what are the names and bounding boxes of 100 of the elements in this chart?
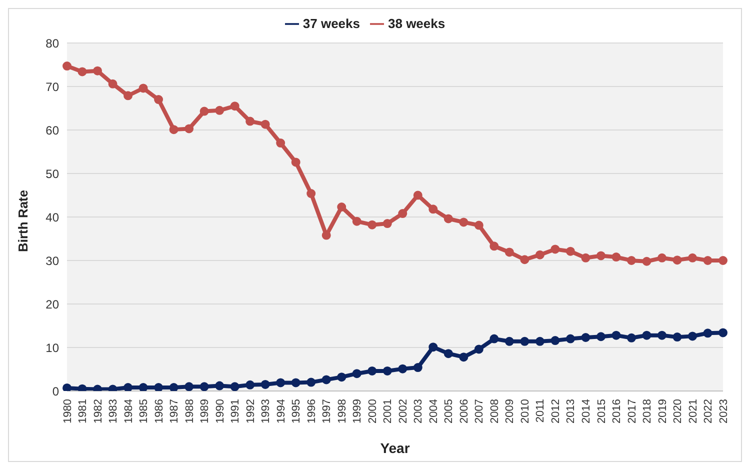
point — [124, 383, 133, 391]
point — [368, 220, 377, 230]
point — [688, 332, 697, 341]
point — [154, 383, 164, 391]
point — [322, 375, 331, 384]
point — [550, 244, 560, 254]
x-tick-label: 2012 — [550, 399, 562, 424]
x-tick-label: 1988 — [184, 399, 196, 424]
point — [138, 84, 148, 93]
point — [642, 256, 652, 266]
point — [490, 334, 499, 344]
x-tick-label: 1982 — [92, 399, 104, 424]
point — [200, 106, 209, 116]
point — [352, 369, 362, 378]
x-tick-label: 1995 — [290, 399, 303, 424]
x-tick-label: 1987 — [168, 399, 181, 424]
point — [169, 125, 178, 134]
point — [474, 344, 484, 354]
point — [230, 102, 240, 111]
x-tick-label: 2003 — [412, 399, 425, 424]
y-tick-label: 80 — [46, 36, 60, 50]
point — [382, 366, 392, 376]
y-tick-label: 10 — [46, 340, 60, 355]
point — [703, 256, 712, 265]
point — [169, 383, 178, 391]
x-tick-label: 2016 — [611, 399, 624, 424]
x-tick-label: 1981 — [77, 399, 90, 424]
y-tick-label: 50 — [46, 166, 60, 181]
x-tick-label: 2017 — [626, 399, 638, 424]
point — [337, 372, 346, 382]
point — [428, 204, 438, 214]
point — [246, 116, 255, 126]
point — [596, 332, 606, 342]
point — [154, 95, 164, 104]
point — [200, 382, 209, 391]
point — [718, 256, 728, 265]
point — [62, 62, 72, 71]
x-tick-label: 2011 — [534, 399, 547, 423]
y-tick-label: 40 — [46, 210, 60, 224]
point — [337, 202, 346, 212]
point — [398, 209, 408, 218]
point — [566, 334, 575, 344]
x-tick-label: 2002 — [397, 399, 410, 424]
point — [291, 378, 300, 388]
point — [672, 256, 682, 265]
point — [688, 253, 697, 262]
point — [215, 106, 224, 115]
x-tick-label: 2020 — [672, 399, 684, 424]
point — [459, 352, 468, 362]
point — [428, 342, 438, 352]
point — [474, 220, 484, 230]
point — [62, 383, 72, 391]
point — [398, 364, 408, 374]
x-tick-label: 1980 — [62, 399, 74, 424]
point — [276, 138, 286, 148]
point — [306, 189, 316, 198]
x-tick-label: 2005 — [443, 399, 456, 424]
point — [230, 382, 240, 391]
point — [78, 67, 87, 76]
point — [246, 380, 255, 390]
x-tick-label: 2008 — [488, 399, 501, 424]
x-tick-label: 2000 — [366, 399, 379, 424]
x-tick-label: 2021 — [687, 399, 700, 424]
point — [490, 242, 499, 251]
x-tick-label: 2015 — [596, 399, 608, 424]
y-tick-label: 70 — [46, 80, 60, 94]
y-tick-label: 20 — [46, 297, 60, 312]
point — [291, 158, 300, 167]
x-tick-label: 2013 — [565, 399, 578, 424]
point — [444, 214, 453, 224]
point — [672, 332, 682, 342]
point — [459, 218, 468, 227]
x-tick-label: 1989 — [199, 399, 212, 424]
point — [215, 381, 224, 390]
point — [703, 328, 712, 338]
legend-label: 38 weeks — [388, 16, 446, 31]
legend-label: 37 weeks — [302, 16, 360, 31]
y-tick-label: 60 — [46, 123, 60, 138]
point — [626, 333, 636, 342]
x-axis-title: Year — [380, 440, 410, 456]
x-tick-label: 1994 — [275, 399, 288, 424]
x-tick-label: 1997 — [321, 399, 334, 424]
point — [626, 256, 636, 265]
point — [184, 124, 194, 134]
x-tick-label: 1996 — [306, 399, 318, 424]
point — [368, 366, 377, 376]
point — [566, 246, 575, 256]
point — [260, 120, 270, 129]
x-tick-label: 2019 — [656, 399, 669, 424]
x-tick-label: 1984 — [122, 399, 135, 424]
x-tick-label: 2001 — [382, 399, 394, 424]
x-tick-label: 1999 — [352, 399, 364, 424]
point — [78, 384, 87, 391]
point — [535, 336, 544, 346]
point — [657, 253, 666, 262]
point — [184, 382, 194, 391]
y-tick-label: 30 — [46, 254, 60, 268]
point — [276, 378, 286, 388]
point — [520, 255, 530, 264]
x-tick-label: 2009 — [504, 399, 516, 424]
